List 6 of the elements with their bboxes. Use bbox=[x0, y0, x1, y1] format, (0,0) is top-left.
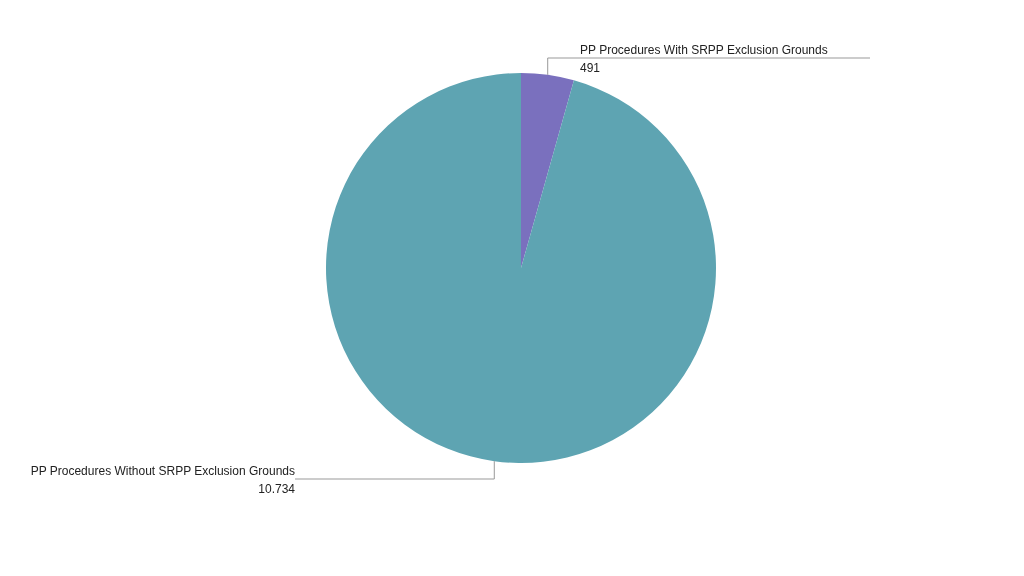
data-label: 491 bbox=[580, 61, 601, 75]
pie-slice bbox=[521, 73, 574, 268]
pie-slice bbox=[326, 73, 716, 463]
data-label: 10.734 bbox=[258, 482, 296, 496]
slice-label: PP Procedures Without SRPP Exclusion Grounds bbox=[30, 464, 295, 478]
slice-label: PP Procedures With SRPP Exclusion Grounds bbox=[580, 43, 828, 57]
